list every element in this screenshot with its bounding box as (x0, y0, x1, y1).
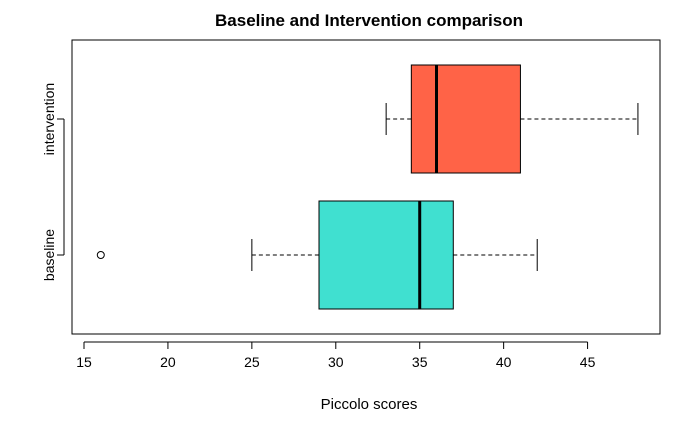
x-tick-label: 25 (244, 354, 260, 370)
x-tick-label: 45 (580, 354, 596, 370)
box-intervention (385, 64, 639, 174)
x-axis: 15 20 25 30 35 40 45 (76, 341, 596, 370)
iqr-box (318, 200, 454, 310)
y-tick-label-baseline: baseline (41, 229, 57, 281)
x-tick-label: 40 (496, 354, 512, 370)
x-tick-label: 15 (76, 354, 92, 370)
plot-frame (71, 39, 661, 335)
outlier-point (96, 251, 105, 259)
boxes (96, 64, 639, 310)
y-tick-label-intervention: intervention (41, 83, 57, 155)
iqr-box (410, 64, 521, 174)
y-axis: baseline intervention (41, 83, 65, 281)
box-baseline (96, 200, 538, 310)
x-tick-label: 20 (160, 354, 176, 370)
x-axis-label: Piccolo scores (321, 396, 418, 413)
x-tick-label: 30 (328, 354, 344, 370)
chart-title: Baseline and Intervention comparison (215, 11, 523, 30)
x-tick-label: 35 (412, 354, 428, 370)
